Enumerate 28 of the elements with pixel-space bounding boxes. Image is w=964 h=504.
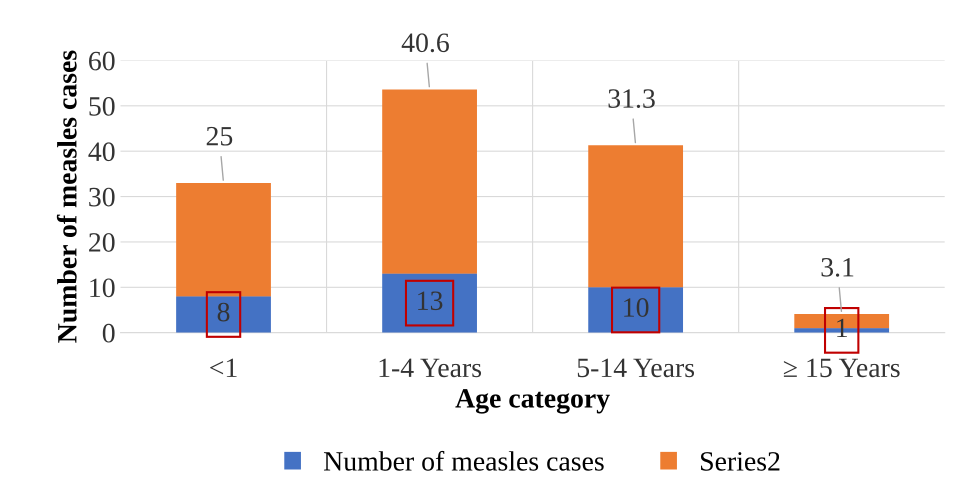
y-tick-label: 50 xyxy=(89,97,115,116)
y-tick-label: 0 xyxy=(102,324,115,343)
y-tick-label: 10 xyxy=(90,278,115,298)
data-label: 10 xyxy=(624,298,648,317)
x-tick-label: 1-4 Years xyxy=(380,358,482,378)
x-tick-label: <1 xyxy=(210,358,237,377)
y-axis-title: Number of measles cases xyxy=(56,50,77,343)
data-label: 40.6 xyxy=(402,33,449,52)
x-tick-label: 5-14 Years xyxy=(578,358,694,378)
y-tick-label: 20 xyxy=(89,233,115,252)
data-label: 25 xyxy=(206,126,232,146)
y-tick-label: 40 xyxy=(88,142,115,162)
bar xyxy=(382,90,477,274)
y-tick-label: 60 xyxy=(89,52,115,70)
bar xyxy=(588,145,684,288)
data-label: 1 xyxy=(837,318,847,338)
bar xyxy=(176,296,271,333)
data-label: 31.3 xyxy=(608,89,655,108)
data-label: 3.1 xyxy=(822,258,854,277)
x-axis-title: Age category xyxy=(455,389,610,414)
data-label: 13 xyxy=(418,291,442,310)
bar xyxy=(382,274,477,333)
legend-label: Number of measles cases xyxy=(324,450,604,471)
data-label: 8 xyxy=(218,302,230,322)
legend-label: Series2 xyxy=(701,452,780,471)
bar xyxy=(176,182,271,296)
x-tick-label: ≥ 15 Years xyxy=(784,358,900,378)
y-tick-label: 30 xyxy=(89,188,115,206)
